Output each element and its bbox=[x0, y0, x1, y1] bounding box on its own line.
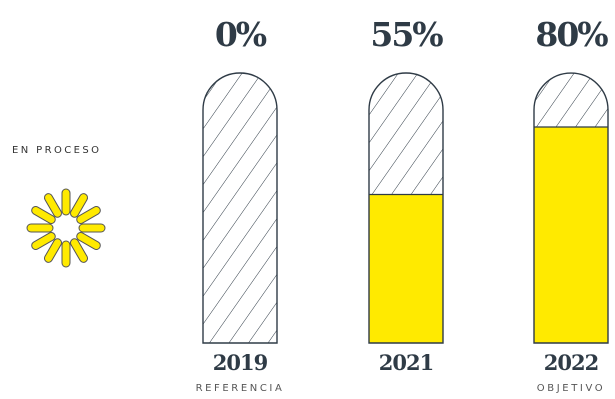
bar-outline-2021 bbox=[368, 72, 444, 344]
bar-outline-2022 bbox=[533, 72, 609, 344]
status-label: EN PROCESO bbox=[12, 145, 102, 156]
spinner-segment bbox=[32, 207, 55, 223]
value-label-2021: 55% bbox=[370, 15, 443, 54]
category-label-2019: 2019 bbox=[212, 350, 268, 375]
bar-outline-2019 bbox=[202, 72, 278, 344]
value-label-2022: 80% bbox=[535, 15, 608, 54]
spinner-segment bbox=[77, 233, 100, 249]
spinner-segment bbox=[71, 239, 87, 262]
spinner-segment bbox=[32, 233, 55, 249]
spinner-segment bbox=[77, 207, 100, 223]
spinner-segment bbox=[45, 239, 61, 262]
bar-remaining-2019 bbox=[203, 73, 277, 343]
category-label-2021: 2021 bbox=[378, 350, 434, 375]
spinner-segment bbox=[71, 194, 87, 217]
loading-spinner-icon bbox=[26, 188, 106, 268]
bar-fill-2021 bbox=[369, 194, 443, 343]
category-sublabel-2022: OBJETIVO bbox=[536, 383, 606, 394]
category-sublabel-2019: REFERENCIA bbox=[195, 383, 285, 394]
spinner-segment bbox=[45, 194, 61, 217]
category-label-2022: 2022 bbox=[543, 350, 599, 375]
value-label-2019: 0% bbox=[214, 15, 267, 54]
bar-fill-2022 bbox=[534, 127, 608, 343]
